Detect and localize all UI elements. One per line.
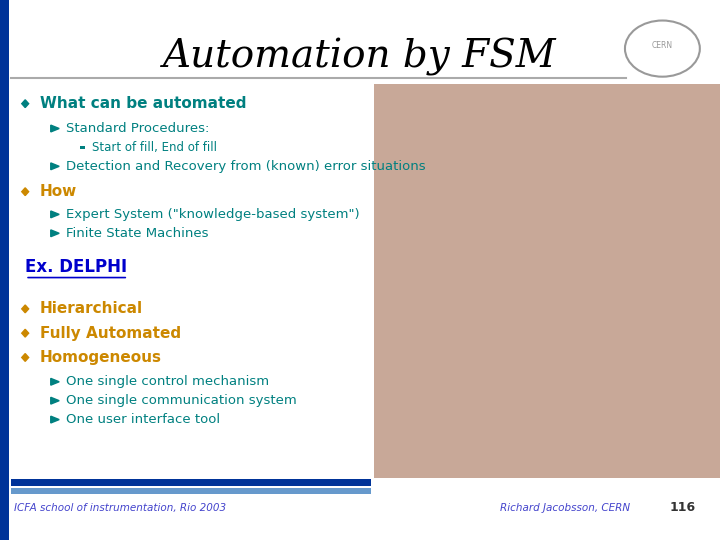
- Text: Homogeneous: Homogeneous: [40, 350, 161, 365]
- Polygon shape: [50, 379, 59, 385]
- Text: ICFA school of instrumentation, Rio 2003: ICFA school of instrumentation, Rio 2003: [14, 503, 227, 512]
- Text: Hierarchical: Hierarchical: [40, 301, 143, 316]
- Text: 116: 116: [670, 501, 696, 514]
- Polygon shape: [50, 416, 59, 423]
- Bar: [81, 145, 86, 149]
- Polygon shape: [50, 211, 59, 218]
- Text: Standard Procedures:: Standard Procedures:: [66, 122, 210, 135]
- Text: Automation by FSM: Automation by FSM: [163, 38, 557, 76]
- Text: CERN: CERN: [652, 42, 673, 50]
- Polygon shape: [22, 188, 29, 195]
- Text: How: How: [40, 184, 77, 199]
- Text: Start of fill, End of fill: Start of fill, End of fill: [92, 141, 217, 154]
- Bar: [11, 488, 371, 494]
- Text: Expert System ("knowledge-based system"): Expert System ("knowledge-based system"): [66, 208, 360, 221]
- Text: Finite State Machines: Finite State Machines: [66, 227, 209, 240]
- Text: Detection and Recovery from (known) error situations: Detection and Recovery from (known) erro…: [66, 160, 426, 173]
- Bar: [11, 479, 371, 486]
- Polygon shape: [50, 230, 59, 237]
- Polygon shape: [22, 329, 29, 337]
- Polygon shape: [22, 100, 29, 107]
- Text: Richard Jacobsson, CERN: Richard Jacobsson, CERN: [500, 503, 631, 512]
- Text: One single control mechanism: One single control mechanism: [66, 375, 269, 388]
- Polygon shape: [50, 397, 59, 404]
- Text: Fully Automated: Fully Automated: [40, 326, 181, 341]
- Text: One single communication system: One single communication system: [66, 394, 297, 407]
- Polygon shape: [50, 163, 59, 170]
- Text: What can be automated: What can be automated: [40, 96, 246, 111]
- Text: One user interface tool: One user interface tool: [66, 413, 220, 426]
- Polygon shape: [22, 354, 29, 361]
- Bar: [0, 0, 9, 540]
- Polygon shape: [22, 305, 29, 313]
- Bar: [374, 84, 720, 478]
- Text: Ex. DELPHI: Ex. DELPHI: [25, 258, 127, 276]
- Polygon shape: [50, 125, 59, 132]
